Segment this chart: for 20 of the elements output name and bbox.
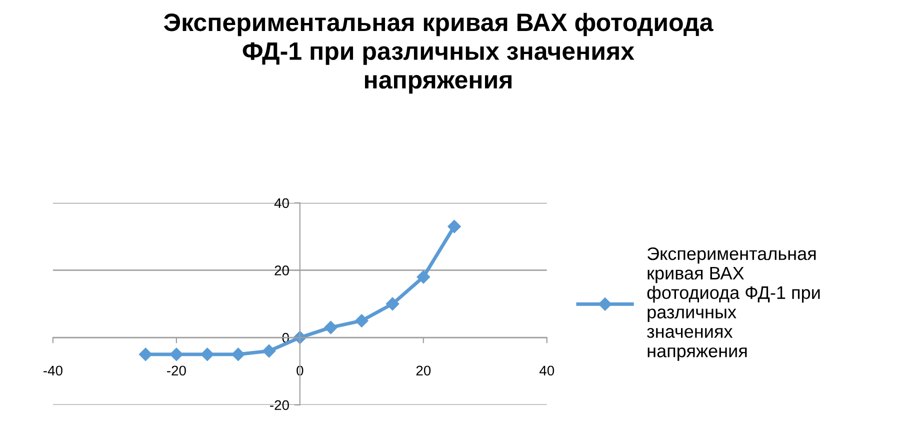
point: [170, 348, 184, 361]
x-tick-label: -40: [44, 366, 62, 376]
point: [138, 348, 152, 361]
point: [324, 320, 338, 334]
point: [386, 297, 400, 310]
x-tick-label: 20: [416, 366, 431, 376]
point: [232, 348, 245, 361]
y-tick-label: 20: [274, 266, 289, 276]
x-tick-label: -20: [167, 366, 186, 376]
y-tick-label: 40: [274, 198, 289, 208]
x-tick-label: 0: [296, 366, 304, 376]
point: [355, 314, 368, 328]
point: [416, 270, 430, 284]
y-tick-label: -20: [270, 400, 289, 410]
x-tick-label: 40: [539, 366, 554, 376]
point: [448, 220, 461, 234]
point: [262, 344, 276, 358]
chart-title: Экспериментальная кривая ВАХ фотодиода ФД-1 при различных значениях напряжения: [164, 12, 714, 94]
legend-label: Экспериментальная кривая ВАХ фотодиода ФД-1 при различных значениях напряжения: [647, 247, 820, 361]
point: [200, 348, 214, 361]
